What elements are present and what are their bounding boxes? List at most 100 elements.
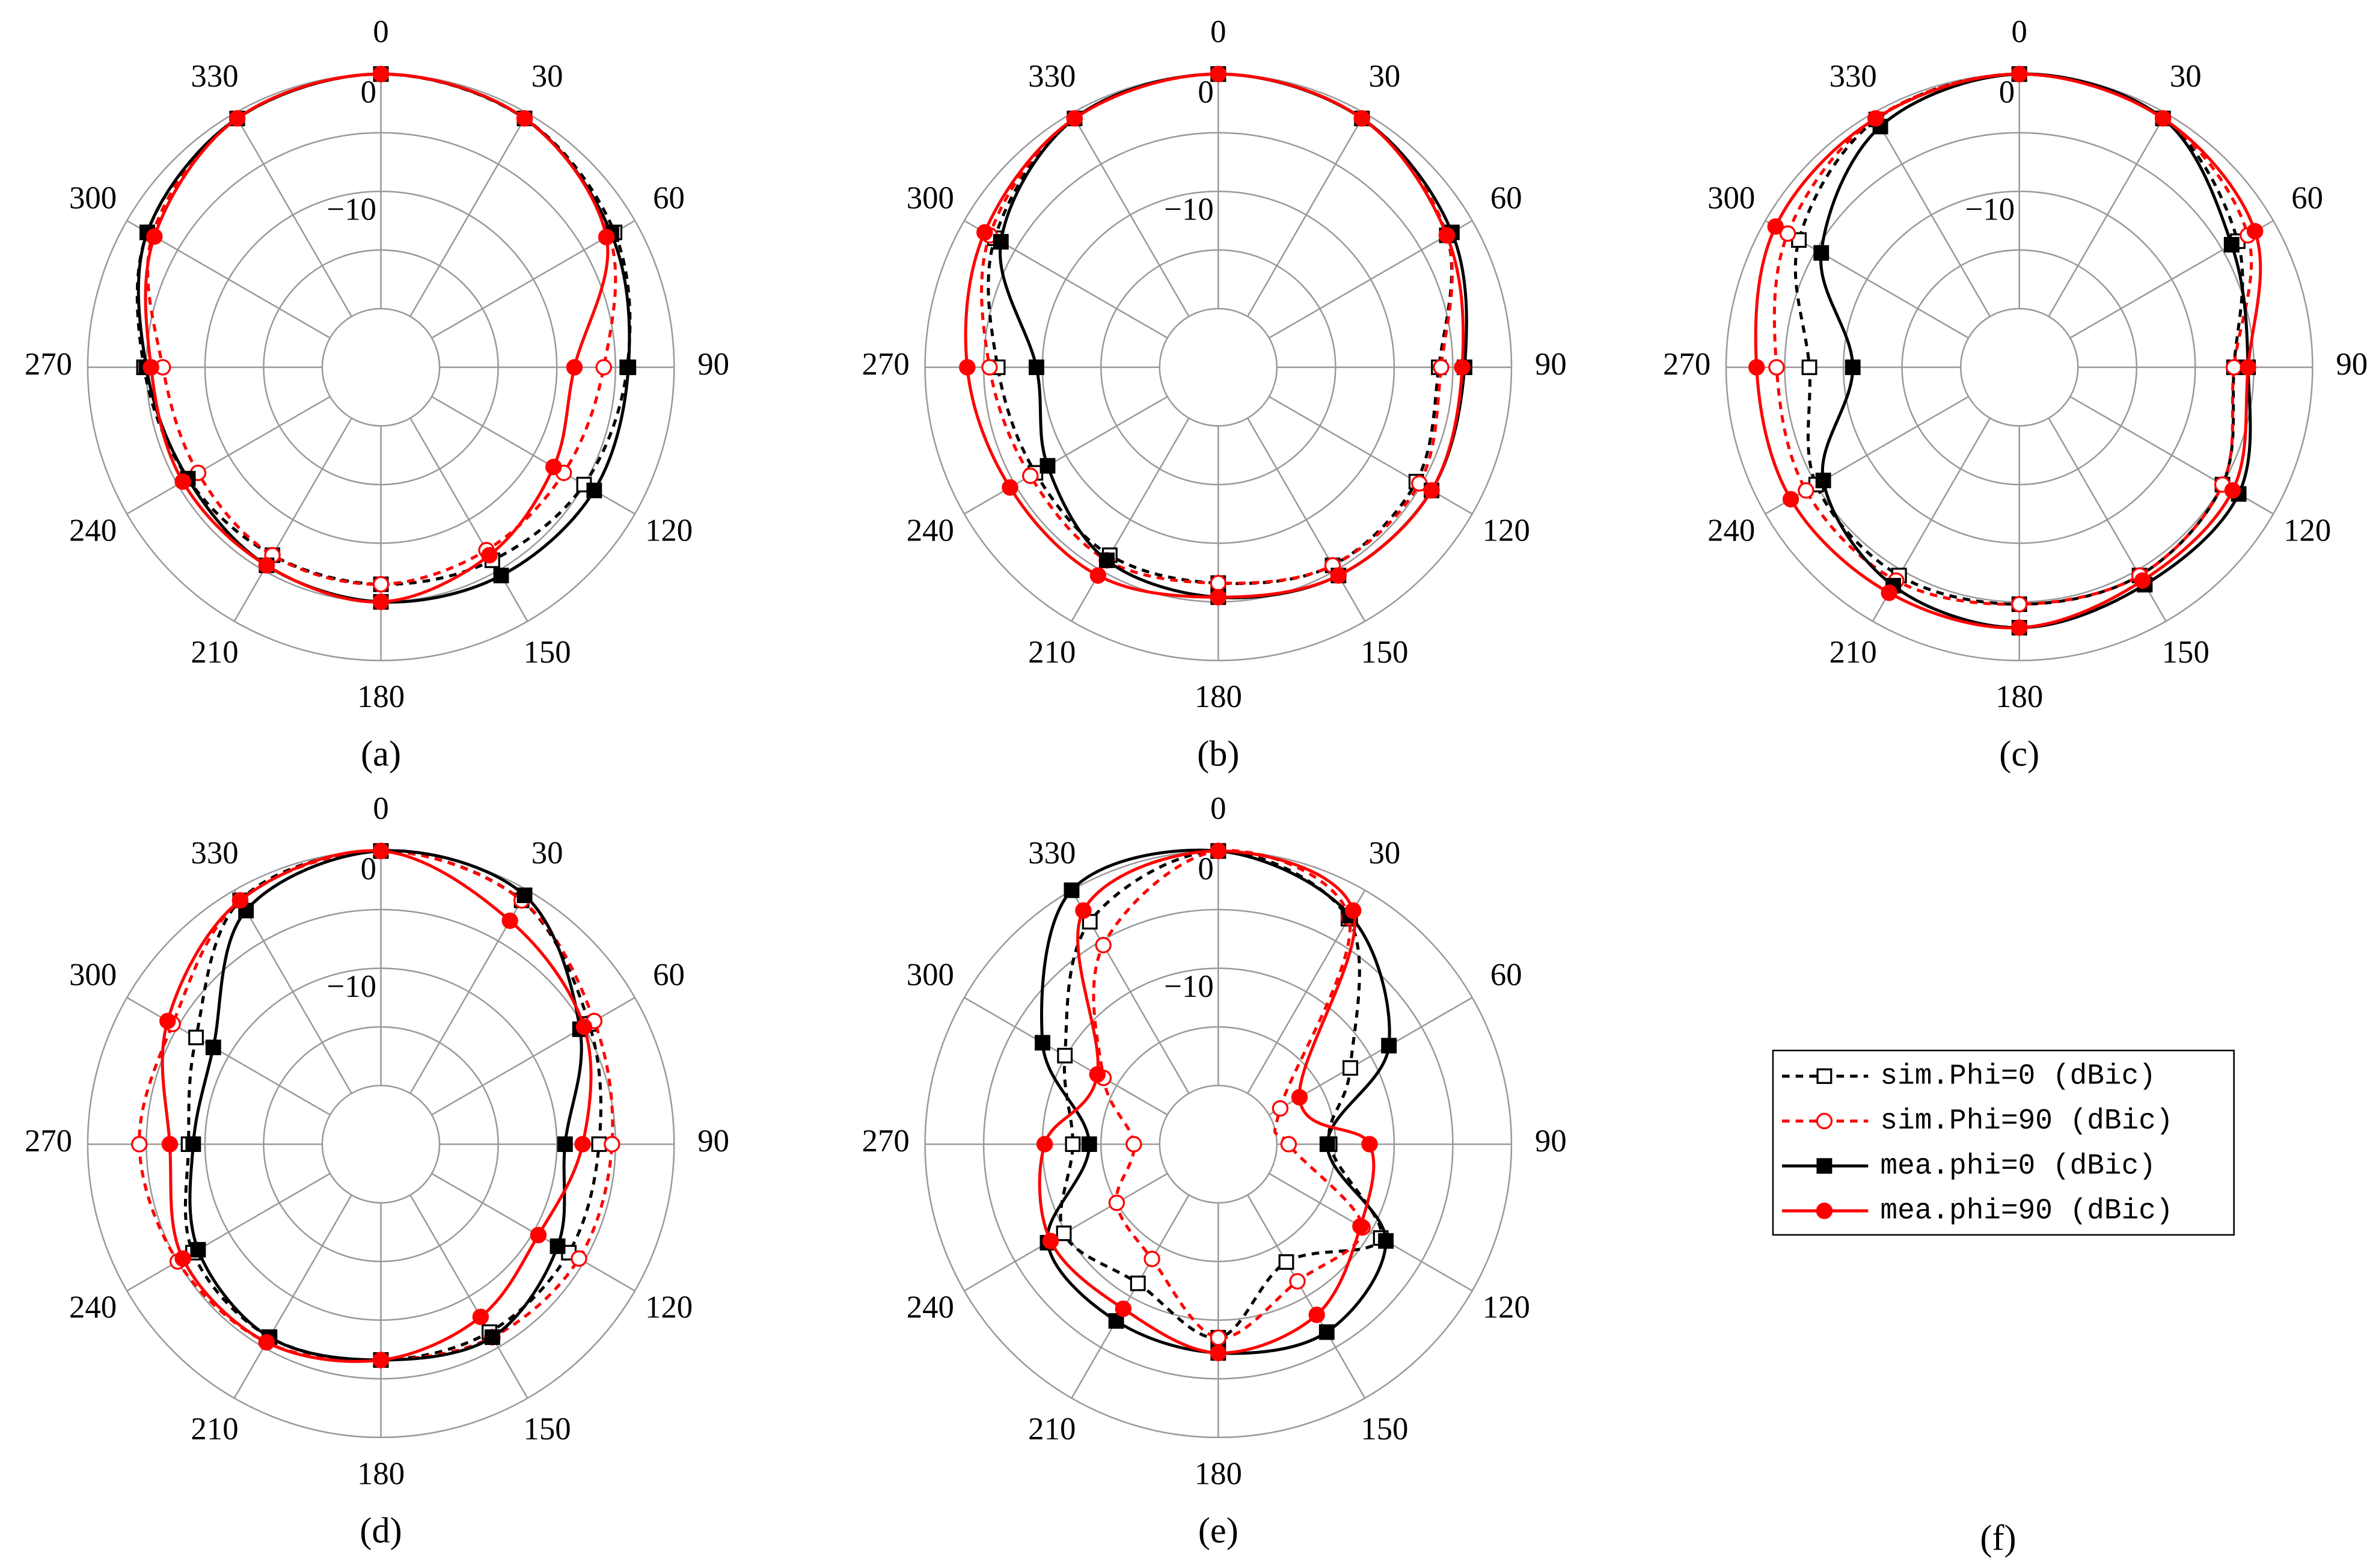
marker: [1210, 842, 1227, 860]
angle-label: 150: [1361, 1412, 1408, 1447]
grid-spoke: [1071, 112, 1190, 317]
marker: [1801, 359, 1817, 375]
marker: [1056, 1225, 1072, 1242]
marker: [146, 228, 163, 245]
panel-label: (f): [1980, 1518, 2016, 1558]
grid-spoke: [431, 396, 635, 515]
angle-label: 120: [2283, 513, 2331, 548]
marker: [1125, 1136, 1142, 1153]
marker: [1272, 1100, 1289, 1117]
grid-spoke: [1269, 219, 1473, 339]
marker: [1381, 1038, 1397, 1054]
marker: [566, 359, 583, 376]
marker: [1035, 1035, 1050, 1051]
angle-label: 270: [25, 347, 72, 382]
marker: [1036, 1136, 1053, 1153]
angle-label: 120: [645, 1290, 693, 1325]
marker: [372, 593, 390, 610]
legend-label: sim.Phi=90 (dBic): [1880, 1105, 2173, 1138]
marker: [1289, 1273, 1306, 1290]
r-tick-label: −10: [1164, 969, 1214, 1004]
angle-label: 60: [1490, 958, 1522, 993]
grid-spoke: [964, 396, 1168, 515]
grid-ring: [1159, 308, 1278, 427]
series-line: [1754, 72, 2262, 629]
angle-label: 150: [524, 1412, 571, 1447]
marker: [993, 234, 1009, 250]
marker: [1319, 1136, 1335, 1153]
marker: [1089, 1066, 1106, 1083]
angle-label: 30: [531, 836, 563, 871]
marker: [545, 459, 562, 476]
marker: [1066, 110, 1083, 127]
angle-label: 330: [191, 59, 238, 94]
marker: [550, 1238, 566, 1254]
marker: [620, 359, 637, 375]
marker: [1280, 1136, 1297, 1153]
angle-label: 30: [2170, 59, 2202, 94]
marker: [1040, 458, 1056, 474]
angle-label: 0: [2012, 14, 2027, 49]
panel-label: (b): [1197, 733, 1239, 774]
angle-label: 330: [1028, 59, 1076, 94]
grid-spoke: [126, 396, 331, 515]
grid-spoke: [1872, 112, 1991, 317]
marker: [976, 224, 993, 241]
marker: [574, 1136, 591, 1153]
angle-label: 180: [1195, 1456, 1242, 1491]
angle-label: 300: [907, 958, 954, 993]
marker: [1065, 1136, 1081, 1153]
angle-label: 270: [862, 347, 910, 382]
angle-label: 270: [1663, 347, 1710, 382]
marker: [1081, 1136, 1097, 1153]
marker: [1352, 1217, 1369, 1235]
marker: [557, 1136, 573, 1153]
marker: [1779, 225, 1796, 242]
angle-label: 30: [531, 59, 563, 94]
angle-label: 210: [1028, 635, 1076, 670]
marker: [1767, 218, 1784, 235]
marker: [372, 66, 390, 82]
marker: [1816, 1202, 1833, 1219]
marker: [1845, 359, 1861, 375]
angle-label: 240: [907, 513, 954, 548]
marker: [372, 1352, 390, 1368]
marker: [2154, 110, 2172, 127]
angle-label: 90: [1535, 1124, 1567, 1159]
angle-label: 300: [69, 958, 117, 993]
marker: [571, 1250, 587, 1267]
angle-label: 90: [697, 1124, 729, 1159]
marker: [1353, 110, 1370, 127]
marker: [2011, 596, 2028, 613]
series-line: [144, 72, 610, 604]
angle-label: 180: [357, 1456, 405, 1491]
marker: [1130, 1275, 1146, 1291]
marker: [159, 1012, 176, 1029]
marker: [142, 359, 159, 376]
angle-label: 0: [1210, 791, 1226, 826]
marker: [1144, 1251, 1160, 1267]
grid-spoke: [126, 1172, 331, 1292]
grid-spoke: [1246, 112, 1366, 317]
grid-spoke: [2048, 112, 2167, 317]
marker: [1089, 567, 1107, 584]
angle-label: 240: [907, 1290, 954, 1325]
angle-label: 180: [1195, 679, 1242, 714]
marker: [516, 887, 533, 904]
panel-label: (d): [360, 1511, 402, 1551]
marker: [1028, 359, 1044, 375]
angle-label: 60: [2291, 180, 2323, 215]
grid-ring: [321, 1085, 441, 1204]
angle-label: 150: [2162, 635, 2209, 670]
angle-label: 180: [1995, 679, 2043, 714]
angle-label: 330: [1830, 59, 1877, 94]
marker: [484, 1329, 500, 1346]
marker: [1210, 66, 1227, 82]
angle-label: 30: [1368, 59, 1400, 94]
marker: [1813, 245, 1830, 261]
angle-label: 90: [697, 347, 729, 382]
marker: [1057, 1047, 1073, 1064]
grid-ring: [1959, 308, 2079, 427]
r-tick-label: −10: [326, 192, 376, 227]
